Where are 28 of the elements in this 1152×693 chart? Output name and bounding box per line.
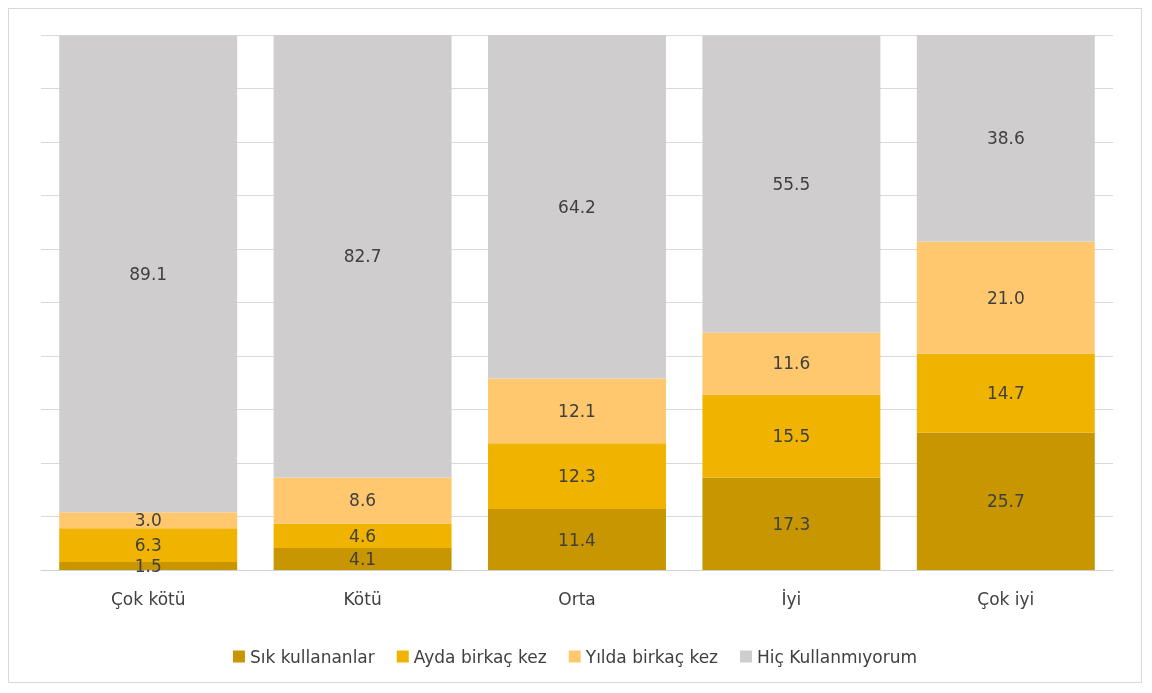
- x-tick-label: Çok iyi: [977, 588, 1035, 609]
- data-label: 3.0: [134, 510, 162, 531]
- legend-label: Hiç Kullanmıyorum: [757, 646, 918, 667]
- data-label: 12.1: [558, 400, 596, 421]
- data-label: 64.2: [558, 196, 596, 217]
- data-label: 25.7: [986, 491, 1025, 512]
- x-tick-label: Kötü: [343, 588, 382, 609]
- data-label: 89.1: [129, 263, 168, 284]
- legend-label: Ayda birkaç kez: [413, 646, 547, 667]
- data-label: 15.5: [772, 425, 811, 446]
- legend-label: Yılda birkaç kez: [584, 646, 719, 667]
- data-label: 11.6: [772, 353, 811, 374]
- x-tick-label: İyi: [781, 588, 802, 609]
- data-label: 4.1: [349, 549, 377, 570]
- data-label: 4.6: [349, 525, 377, 546]
- data-label: 14.7: [986, 383, 1025, 404]
- x-tick-label: Orta: [558, 588, 596, 609]
- data-label: 38.6: [986, 128, 1025, 149]
- data-label: 11.4: [558, 529, 596, 550]
- data-label: 8.6: [349, 490, 377, 511]
- legend-label: Sık kullananlar: [249, 646, 375, 667]
- data-label: 21.0: [986, 287, 1025, 308]
- data-label: 6.3: [134, 535, 162, 556]
- data-label: 82.7: [343, 246, 382, 267]
- data-label: 17.3: [772, 513, 811, 534]
- x-tick-label: Çok kötü: [110, 588, 186, 609]
- data-label: 12.3: [558, 466, 596, 487]
- data-label: 55.5: [772, 174, 811, 194]
